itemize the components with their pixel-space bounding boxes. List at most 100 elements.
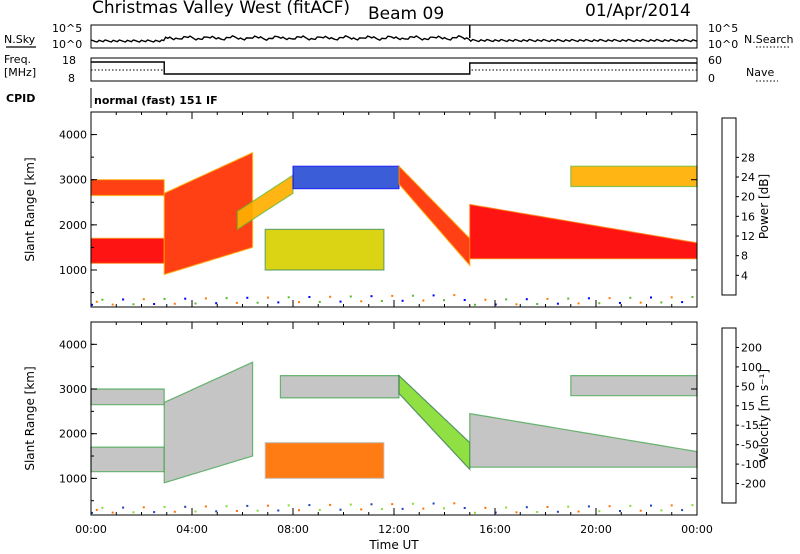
velocity-speckle	[587, 505, 590, 508]
nsky-right-tick-top: 10^5	[708, 22, 739, 35]
velocity-colorbar-label: -15	[741, 419, 759, 432]
velocity-speckle	[287, 504, 290, 507]
power-colorbar-label: 24	[741, 171, 755, 184]
velocity-speckle	[339, 508, 342, 511]
velocity-band-1	[91, 389, 165, 405]
power-speckle	[277, 301, 280, 304]
power-colorbar-label: 28	[741, 151, 755, 164]
power-band-7	[469, 204, 697, 259]
velocity-speckle	[235, 510, 238, 512]
velocity-band-3	[265, 442, 384, 479]
velocity-speckle	[650, 504, 652, 507]
power-speckle	[608, 297, 611, 300]
power-speckle	[132, 303, 135, 306]
beam-label: Beam 09	[368, 4, 445, 24]
power-ytick-label: 3000	[59, 174, 87, 187]
power-speckle	[401, 299, 404, 302]
velocity-speckle	[318, 508, 321, 511]
power-colorbar-label: 8	[741, 250, 748, 263]
nave-trace	[91, 69, 697, 75]
xtick-label: 00:00	[75, 523, 107, 536]
velocity-speckle	[474, 511, 476, 514]
velocity-speckle	[95, 508, 98, 511]
velocity-speckle	[91, 511, 93, 514]
power-speckle	[318, 300, 321, 303]
power-speckle	[660, 301, 663, 304]
velocity-speckle	[391, 503, 394, 506]
power-speckle	[463, 299, 466, 301]
power-speckle	[422, 299, 425, 302]
velocity-speckle	[670, 504, 673, 507]
power-speckle	[173, 302, 176, 305]
velocity-ytick-label: 1000	[59, 472, 87, 485]
velocity-colorbar-label: -100	[741, 458, 766, 471]
power-speckle	[546, 297, 549, 300]
velocity-speckle	[619, 510, 621, 512]
power-speckle	[225, 297, 228, 300]
power-speckle	[567, 297, 570, 300]
power-colorbar-label: 16	[741, 210, 755, 223]
velocity-speckle	[194, 510, 197, 513]
velocity-band-0	[91, 447, 165, 472]
velocity-colorbar-label: -200	[741, 478, 766, 491]
velocity-speckle	[101, 506, 104, 509]
velocity-speckle	[525, 506, 528, 509]
power-ytick-label: 2000	[59, 219, 87, 232]
velocity-band-2	[164, 362, 253, 483]
velocity-colorbar-label: -50	[741, 439, 759, 452]
freq-tick-top: 18	[62, 54, 76, 67]
power-speckle	[515, 303, 518, 306]
velocity-speckle	[494, 511, 497, 514]
xtick-label: 20:00	[580, 523, 612, 536]
freq-unit-label: [MHz]	[4, 66, 37, 79]
velocity-speckle	[598, 510, 601, 513]
power-band-edge-3	[236, 174, 294, 231]
velocity-speckle	[204, 505, 207, 508]
velocity-band-5	[399, 375, 470, 470]
date-label: 01/Apr/2014	[585, 1, 691, 21]
power-speckle	[505, 298, 508, 301]
power-speckle	[142, 298, 145, 301]
nsky-trace	[90, 34, 698, 43]
velocity-speckle	[246, 504, 249, 507]
power-speckle	[111, 303, 114, 306]
velocity-speckle	[132, 511, 135, 514]
velocity-speckle	[184, 505, 187, 508]
power-band-0	[91, 238, 165, 264]
power-speckle	[391, 294, 394, 297]
power-band-8	[570, 166, 697, 187]
velocity-speckle	[401, 507, 404, 510]
velocity-speckle	[277, 509, 280, 512]
velocity-speckle	[163, 506, 166, 508]
velocity-band-edge-4	[279, 375, 400, 399]
velocity-speckle	[308, 504, 311, 507]
velocity-speckle	[267, 504, 269, 507]
velocity-speckle	[215, 510, 218, 513]
velocity-speckle	[691, 504, 694, 507]
power-speckle	[598, 302, 601, 305]
power-speckle	[246, 296, 249, 299]
xtick-label: 16:00	[479, 523, 511, 536]
velocity-speckle	[122, 506, 125, 509]
velocity-band-edge-2	[163, 361, 254, 484]
velocity-speckle	[505, 506, 508, 509]
power-ytick-label: 4000	[59, 129, 87, 142]
power-colorbar-label: 20	[741, 191, 755, 204]
xtick-label: 08:00	[277, 523, 309, 536]
freq-label: Freq.	[4, 53, 32, 66]
velocity-speckle	[349, 503, 352, 506]
freq-tick-bottom: 8	[68, 72, 75, 85]
nave-label: Nave	[746, 66, 775, 79]
velocity-colorbar-label: 50	[741, 380, 755, 393]
power-speckle	[163, 297, 166, 300]
power-band-3	[237, 175, 293, 230]
nave-tick-top: 60	[708, 54, 722, 67]
power-speckle	[370, 295, 373, 298]
velocity-band-4	[280, 375, 399, 398]
velocity-ylabel: Slant Range [km]	[23, 366, 37, 470]
freq-panel-frame	[90, 57, 698, 82]
velocity-speckle	[639, 509, 642, 512]
velocity-colorbar-title: Velocity [m s⁻¹]	[757, 369, 771, 462]
power-speckle	[349, 295, 352, 298]
